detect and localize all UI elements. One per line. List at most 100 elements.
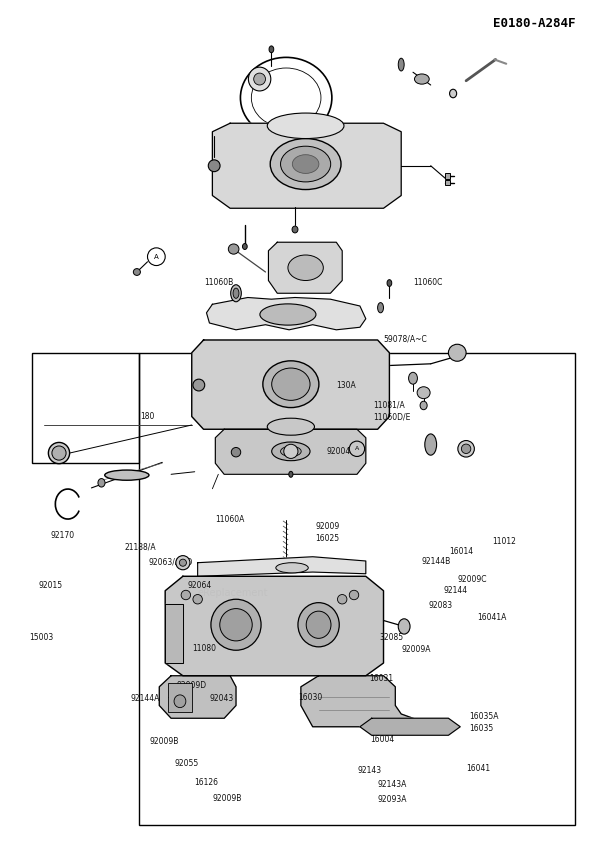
- Circle shape: [181, 590, 191, 600]
- Text: 92143A: 92143A: [378, 780, 407, 789]
- Text: 16025: 16025: [316, 534, 340, 542]
- Text: 92009: 92009: [316, 522, 340, 530]
- Text: 11081/A: 11081/A: [373, 400, 405, 409]
- Text: 16030: 16030: [298, 693, 322, 701]
- Text: 15003: 15003: [30, 633, 54, 642]
- Ellipse shape: [293, 155, 319, 173]
- Ellipse shape: [398, 619, 410, 634]
- Ellipse shape: [276, 563, 309, 573]
- Ellipse shape: [281, 446, 301, 456]
- Text: 11060A: 11060A: [215, 515, 244, 524]
- Ellipse shape: [260, 304, 316, 326]
- Ellipse shape: [417, 387, 430, 399]
- Ellipse shape: [298, 603, 339, 647]
- Ellipse shape: [267, 113, 344, 139]
- Text: 21188/A: 21188/A: [124, 543, 156, 552]
- Text: 92009B: 92009B: [149, 737, 179, 745]
- Text: 92144B: 92144B: [421, 558, 451, 566]
- Ellipse shape: [292, 226, 298, 233]
- Polygon shape: [215, 429, 366, 474]
- Text: 92143: 92143: [358, 766, 382, 774]
- Bar: [168, 683, 192, 712]
- Polygon shape: [206, 298, 366, 330]
- Bar: [445, 173, 450, 179]
- Text: 92009B: 92009B: [212, 794, 242, 802]
- Ellipse shape: [211, 599, 261, 650]
- Ellipse shape: [267, 418, 314, 435]
- Ellipse shape: [254, 73, 266, 85]
- Polygon shape: [360, 718, 460, 735]
- Polygon shape: [268, 242, 342, 293]
- Text: 92144A: 92144A: [130, 694, 160, 703]
- Circle shape: [48, 443, 70, 463]
- Polygon shape: [301, 676, 437, 727]
- Text: 16035A: 16035A: [469, 712, 499, 721]
- Text: 59078/A~C: 59078/A~C: [384, 335, 427, 343]
- Ellipse shape: [281, 146, 330, 182]
- Ellipse shape: [306, 611, 331, 638]
- Text: 92063/A~D: 92063/A~D: [149, 558, 193, 566]
- Text: 16031: 16031: [369, 674, 393, 683]
- Text: 92009C: 92009C: [458, 575, 487, 584]
- Ellipse shape: [425, 434, 437, 456]
- Text: 11060C: 11060C: [413, 278, 442, 286]
- Bar: [445, 180, 450, 185]
- Ellipse shape: [271, 442, 310, 461]
- Text: 32085: 32085: [379, 633, 404, 642]
- Ellipse shape: [288, 255, 323, 280]
- Ellipse shape: [450, 89, 457, 98]
- Polygon shape: [198, 557, 366, 576]
- Ellipse shape: [105, 470, 149, 480]
- Ellipse shape: [242, 244, 247, 250]
- Bar: [32, 353, 139, 463]
- Text: 92093A: 92093A: [378, 795, 407, 803]
- Ellipse shape: [98, 479, 105, 487]
- Text: 92170: 92170: [50, 531, 74, 540]
- Circle shape: [284, 445, 298, 458]
- Circle shape: [231, 447, 241, 457]
- Ellipse shape: [219, 609, 253, 641]
- Ellipse shape: [408, 372, 418, 384]
- Ellipse shape: [263, 361, 319, 408]
- Text: 16004: 16004: [370, 735, 394, 744]
- Circle shape: [208, 160, 220, 172]
- Text: 11060D/E: 11060D/E: [373, 412, 411, 421]
- Ellipse shape: [289, 472, 293, 478]
- Circle shape: [461, 444, 471, 454]
- Ellipse shape: [420, 401, 427, 410]
- Text: eReplacement: eReplacement: [198, 588, 268, 598]
- Polygon shape: [192, 340, 389, 429]
- Text: 180: 180: [140, 412, 154, 421]
- Text: 16014: 16014: [450, 547, 474, 556]
- Polygon shape: [165, 604, 183, 663]
- Bar: [139, 353, 575, 824]
- Ellipse shape: [231, 285, 241, 302]
- Ellipse shape: [228, 244, 239, 254]
- Ellipse shape: [387, 280, 392, 286]
- Text: 16041: 16041: [466, 764, 490, 773]
- Ellipse shape: [269, 46, 274, 53]
- Text: 16035: 16035: [469, 724, 493, 733]
- Ellipse shape: [378, 303, 384, 313]
- Text: 92009D: 92009D: [176, 681, 206, 689]
- Ellipse shape: [270, 139, 341, 190]
- Circle shape: [337, 594, 347, 604]
- Text: 16126: 16126: [195, 779, 219, 787]
- Text: 11012: 11012: [492, 537, 516, 546]
- Polygon shape: [212, 123, 401, 208]
- Text: A: A: [154, 253, 159, 260]
- Text: 11080: 11080: [192, 644, 217, 653]
- Ellipse shape: [174, 695, 186, 707]
- Ellipse shape: [271, 368, 310, 400]
- Ellipse shape: [248, 67, 271, 91]
- Text: 92009A: 92009A: [401, 645, 431, 654]
- Text: 92004: 92004: [326, 447, 350, 456]
- Circle shape: [193, 594, 202, 604]
- Circle shape: [52, 446, 66, 460]
- Text: 92015: 92015: [38, 581, 63, 590]
- Text: E0180-A284F: E0180-A284F: [493, 17, 575, 31]
- Text: A: A: [355, 446, 359, 451]
- Ellipse shape: [398, 59, 404, 71]
- Circle shape: [458, 440, 474, 457]
- Text: 92144: 92144: [444, 586, 468, 595]
